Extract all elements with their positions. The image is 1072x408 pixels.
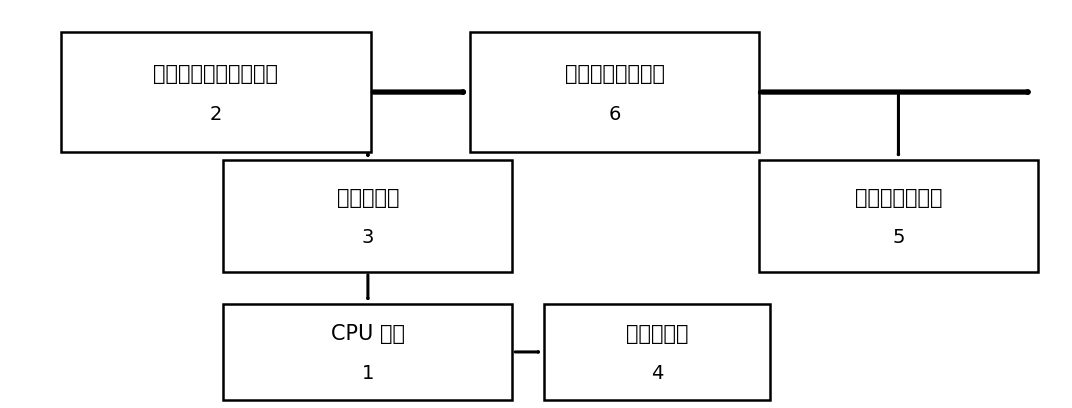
Text: 1: 1 — [361, 364, 374, 384]
Text: 2: 2 — [209, 104, 222, 124]
Bar — [759, 160, 1038, 272]
Text: 4: 4 — [651, 364, 662, 384]
Text: 3: 3 — [361, 228, 374, 248]
Text: 6: 6 — [609, 104, 621, 124]
Text: 5: 5 — [892, 228, 905, 248]
Text: 液晶显示屏: 液晶显示屏 — [626, 324, 688, 344]
Text: 储能电机电源控制开关: 储能电机电源控制开关 — [153, 64, 278, 84]
Bar — [223, 160, 512, 272]
Text: 储能信号指示灯: 储能信号指示灯 — [854, 188, 942, 208]
Text: 电流互感器: 电流互感器 — [337, 188, 399, 208]
Bar — [223, 304, 512, 400]
Bar — [61, 32, 371, 152]
Bar — [471, 32, 759, 152]
Bar — [544, 304, 770, 400]
Text: 储能信号输出端口: 储能信号输出端口 — [565, 64, 665, 84]
Text: CPU 模块: CPU 模块 — [331, 324, 405, 344]
